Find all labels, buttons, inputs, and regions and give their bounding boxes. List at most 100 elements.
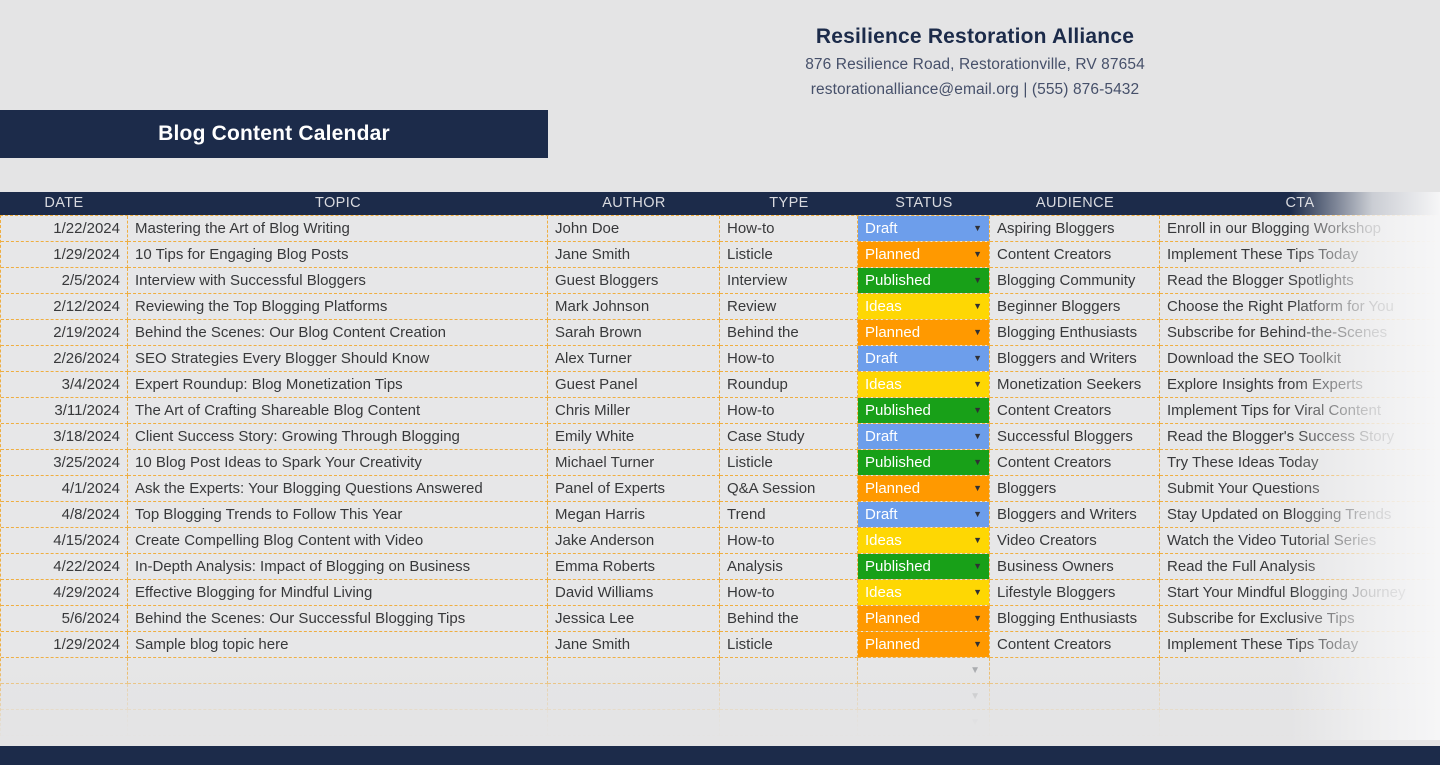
- status-dropdown[interactable]: Published ▼: [858, 450, 989, 475]
- chevron-down-icon[interactable]: ▼: [973, 431, 982, 441]
- cell-cta[interactable]: Choose the Right Platform for You: [1160, 294, 1440, 320]
- cell-author[interactable]: Jessica Lee: [548, 606, 720, 632]
- cell-date[interactable]: 5/6/2024: [1, 606, 128, 632]
- cell-type[interactable]: How-to: [720, 528, 858, 554]
- chevron-down-icon[interactable]: ▼: [973, 509, 982, 519]
- cell-type[interactable]: Listicle: [720, 632, 858, 658]
- cell-topic[interactable]: Create Compelling Blog Content with Vide…: [128, 528, 548, 554]
- cell-author[interactable]: Guest Panel: [548, 372, 720, 398]
- chevron-down-icon[interactable]: ▼: [973, 639, 982, 649]
- cell-cta[interactable]: Read the Blogger Spotlights: [1160, 268, 1440, 294]
- cell-topic[interactable]: Interview with Successful Bloggers: [128, 268, 548, 294]
- status-dropdown[interactable]: Planned ▼: [858, 320, 989, 345]
- cell-topic[interactable]: Mastering the Art of Blog Writing: [128, 216, 548, 242]
- cell-date[interactable]: 2/5/2024: [1, 268, 128, 294]
- cell-type-empty[interactable]: [720, 710, 858, 736]
- status-dropdown[interactable]: Ideas ▼: [858, 580, 989, 605]
- cell-author[interactable]: Alex Turner: [548, 346, 720, 372]
- cell-type[interactable]: Interview: [720, 268, 858, 294]
- cell-type-empty[interactable]: [720, 658, 858, 684]
- cell-topic[interactable]: Client Success Story: Growing Through Bl…: [128, 424, 548, 450]
- cell-audience-empty[interactable]: [990, 684, 1160, 710]
- status-dropdown[interactable]: Draft ▼: [858, 346, 989, 371]
- cell-audience[interactable]: Content Creators: [990, 398, 1160, 424]
- cell-type[interactable]: Roundup: [720, 372, 858, 398]
- cell-date[interactable]: 3/25/2024: [1, 450, 128, 476]
- cell-cta[interactable]: Read the Full Analysis: [1160, 554, 1440, 580]
- cell-type[interactable]: Listicle: [720, 450, 858, 476]
- cell-status[interactable]: Published ▼: [858, 398, 990, 424]
- status-dropdown[interactable]: Draft ▼: [858, 216, 989, 241]
- cell-audience[interactable]: Beginner Bloggers: [990, 294, 1160, 320]
- cell-date-empty[interactable]: [1, 710, 128, 736]
- cell-audience[interactable]: Content Creators: [990, 450, 1160, 476]
- status-dropdown[interactable]: Ideas ▼: [858, 372, 989, 397]
- cell-topic[interactable]: Expert Roundup: Blog Monetization Tips: [128, 372, 548, 398]
- cell-type[interactable]: How-to: [720, 346, 858, 372]
- cell-topic[interactable]: Behind the Scenes: Our Successful Bloggi…: [128, 606, 548, 632]
- cell-author[interactable]: Jane Smith: [548, 632, 720, 658]
- chevron-down-icon[interactable]: ▼: [973, 483, 982, 493]
- cell-topic[interactable]: 10 Tips for Engaging Blog Posts: [128, 242, 548, 268]
- cell-date[interactable]: 4/15/2024: [1, 528, 128, 554]
- cell-type[interactable]: Listicle: [720, 242, 858, 268]
- chevron-down-icon[interactable]: ▼: [973, 587, 982, 597]
- cell-topic[interactable]: Reviewing the Top Blogging Platforms: [128, 294, 548, 320]
- status-dropdown[interactable]: Published ▼: [858, 398, 989, 423]
- status-dropdown[interactable]: Planned ▼: [858, 606, 989, 631]
- cell-type-empty[interactable]: [720, 684, 858, 710]
- cell-date[interactable]: 4/8/2024: [1, 502, 128, 528]
- cell-audience-empty[interactable]: [990, 710, 1160, 736]
- cell-status-empty[interactable]: ▼: [858, 710, 990, 736]
- cell-author[interactable]: John Doe: [548, 216, 720, 242]
- cell-author[interactable]: Jake Anderson: [548, 528, 720, 554]
- chevron-down-icon[interactable]: ▼: [970, 665, 980, 676]
- chevron-down-icon[interactable]: ▼: [973, 327, 982, 337]
- chevron-down-icon[interactable]: ▼: [973, 301, 982, 311]
- chevron-down-icon[interactable]: ▼: [973, 613, 982, 623]
- cell-audience[interactable]: Content Creators: [990, 242, 1160, 268]
- cell-cta[interactable]: Subscribe for Behind-the-Scenes: [1160, 320, 1440, 346]
- cell-status[interactable]: Published ▼: [858, 268, 990, 294]
- cell-audience[interactable]: Bloggers and Writers: [990, 346, 1160, 372]
- cell-audience-empty[interactable]: [990, 658, 1160, 684]
- cell-cta[interactable]: Submit Your Questions: [1160, 476, 1440, 502]
- chevron-down-icon[interactable]: ▼: [973, 457, 982, 467]
- cell-author[interactable]: Panel of Experts: [548, 476, 720, 502]
- cell-author[interactable]: Sarah Brown: [548, 320, 720, 346]
- cell-status-empty[interactable]: ▼: [858, 684, 990, 710]
- cell-topic[interactable]: Sample blog topic here: [128, 632, 548, 658]
- cell-status[interactable]: Published ▼: [858, 554, 990, 580]
- chevron-down-icon[interactable]: ▼: [973, 535, 982, 545]
- status-dropdown[interactable]: Published ▼: [858, 554, 989, 579]
- cell-date[interactable]: 2/12/2024: [1, 294, 128, 320]
- cell-date[interactable]: 4/29/2024: [1, 580, 128, 606]
- cell-author[interactable]: Michael Turner: [548, 450, 720, 476]
- chevron-down-icon[interactable]: ▼: [970, 691, 980, 702]
- cell-status[interactable]: Ideas ▼: [858, 372, 990, 398]
- cell-audience[interactable]: Bloggers and Writers: [990, 502, 1160, 528]
- status-dropdown[interactable]: Planned ▼: [858, 632, 989, 657]
- cell-cta[interactable]: Implement Tips for Viral Content: [1160, 398, 1440, 424]
- cell-audience[interactable]: Bloggers: [990, 476, 1160, 502]
- status-dropdown[interactable]: Draft ▼: [858, 502, 989, 527]
- cell-topic[interactable]: Effective Blogging for Mindful Living: [128, 580, 548, 606]
- cell-audience[interactable]: Business Owners: [990, 554, 1160, 580]
- cell-topic[interactable]: Behind the Scenes: Our Blog Content Crea…: [128, 320, 548, 346]
- cell-date[interactable]: 1/22/2024: [1, 216, 128, 242]
- cell-date[interactable]: 3/4/2024: [1, 372, 128, 398]
- cell-author[interactable]: Emma Roberts: [548, 554, 720, 580]
- cell-date[interactable]: 4/1/2024: [1, 476, 128, 502]
- cell-type[interactable]: Analysis: [720, 554, 858, 580]
- cell-date[interactable]: 3/18/2024: [1, 424, 128, 450]
- cell-topic-empty[interactable]: [128, 658, 548, 684]
- cell-type[interactable]: Behind the: [720, 320, 858, 346]
- cell-status-empty[interactable]: ▼: [858, 658, 990, 684]
- cell-topic[interactable]: In-Depth Analysis: Impact of Blogging on…: [128, 554, 548, 580]
- cell-status[interactable]: Draft ▼: [858, 216, 990, 242]
- cell-type[interactable]: Q&A Session: [720, 476, 858, 502]
- chevron-down-icon[interactable]: ▼: [973, 405, 982, 415]
- cell-status[interactable]: Planned ▼: [858, 632, 990, 658]
- cell-topic-empty[interactable]: [128, 710, 548, 736]
- chevron-down-icon[interactable]: ▼: [973, 561, 982, 571]
